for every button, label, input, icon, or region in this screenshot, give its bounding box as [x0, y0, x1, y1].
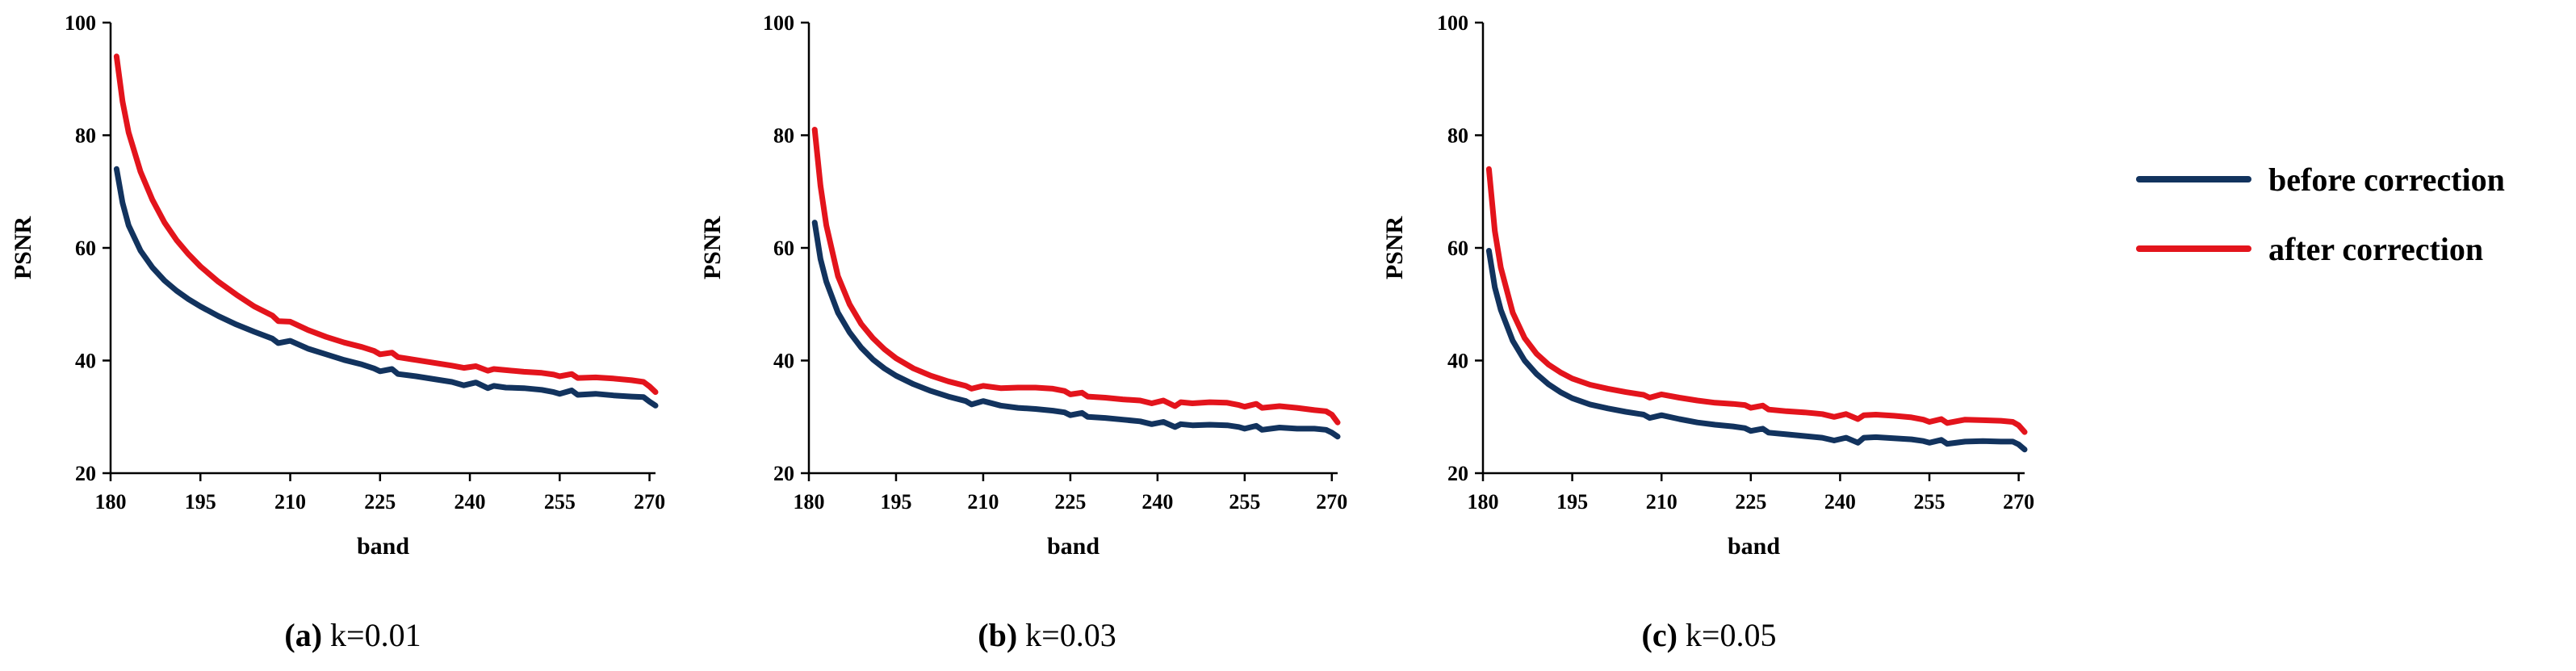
y-tick-label: 20: [1447, 462, 1468, 485]
x-tick-label: 270: [2003, 490, 2034, 514]
x-tick-label: 255: [1229, 490, 1260, 514]
x-tick-label: 180: [95, 490, 127, 514]
y-tick-label: 20: [75, 462, 96, 485]
y-tick-label: 100: [763, 11, 794, 35]
y-tick-label: 60: [773, 237, 794, 260]
x-tick-label: 270: [634, 490, 665, 514]
chart-caption: (b) k=0.03: [978, 617, 1116, 653]
series-line-before: [1485, 248, 2028, 453]
y-tick-label: 20: [773, 462, 794, 485]
x-tick-label: 255: [544, 490, 576, 514]
series-line-after: [113, 53, 659, 396]
x-tick-label: 225: [364, 490, 396, 514]
y-tick-label: 100: [1437, 11, 1468, 35]
y-axis-title: PSNR: [10, 216, 36, 279]
series-line-after: [811, 127, 1341, 426]
x-axis-title: band: [357, 533, 409, 560]
x-tick-label: 270: [1316, 490, 1347, 514]
legend: before correction after correction: [2136, 161, 2505, 267]
x-axis-title: band: [1728, 533, 1780, 560]
chart-caption: (c) k=0.05: [1642, 617, 1777, 653]
y-tick-label: 60: [1447, 237, 1468, 260]
x-tick-label: 255: [1914, 490, 1946, 514]
series-line-before: [113, 166, 659, 409]
series-line-after: [1485, 166, 2028, 435]
chart-caption: (a) k=0.01: [284, 617, 421, 653]
y-tick-label: 60: [75, 237, 96, 260]
y-tick-label: 40: [75, 350, 96, 373]
y-tick-label: 80: [1447, 124, 1468, 148]
x-tick-label: 210: [967, 490, 999, 514]
x-tick-label: 210: [1646, 490, 1678, 514]
caption-letter: (a): [284, 617, 322, 653]
x-tick-label: 225: [1054, 490, 1086, 514]
y-tick-label: 40: [1447, 350, 1468, 373]
x-tick-label: 210: [274, 490, 306, 514]
y-tick-label: 100: [65, 11, 96, 35]
y-axis-title: PSNR: [699, 216, 726, 279]
y-tick-label: 80: [75, 124, 96, 148]
x-tick-label: 240: [1824, 490, 1856, 514]
x-tick-label: 240: [454, 490, 486, 514]
caption-text: k=0.01: [322, 617, 421, 653]
caption-text: k=0.05: [1678, 617, 1777, 653]
chart-panel-c: 20 40 60 80 100 180 195 210 225 240 255 270 band PSNR…: [1381, 11, 2034, 653]
x-tick-label: 195: [1556, 490, 1588, 514]
chart-panel-a: 20 40 60 80 100 180 195 210 225 240 255 270 band PSNR…: [10, 11, 665, 653]
caption-letter: (b): [978, 617, 1017, 653]
legend-label-before: before correction: [2268, 161, 2505, 198]
x-tick-label: 180: [794, 490, 825, 514]
y-tick-label: 80: [773, 124, 794, 148]
caption-letter: (c): [1642, 617, 1678, 653]
x-tick-label: 225: [1735, 490, 1766, 514]
x-tick-label: 195: [880, 490, 911, 514]
x-tick-label: 180: [1468, 490, 1499, 514]
series-line-before: [811, 220, 1341, 440]
x-tick-label: 195: [185, 490, 216, 514]
caption-text: k=0.03: [1017, 617, 1116, 653]
chart-panel-b: 20 40 60 80 100 180 195 210 225 240 255 270 band PSNR…: [699, 11, 1347, 653]
x-tick-label: 240: [1141, 490, 1173, 514]
legend-label-after: after correction: [2268, 231, 2483, 267]
y-tick-label: 40: [773, 350, 794, 373]
x-axis-title: band: [1047, 533, 1100, 560]
y-axis-title: PSNR: [1381, 216, 1408, 279]
